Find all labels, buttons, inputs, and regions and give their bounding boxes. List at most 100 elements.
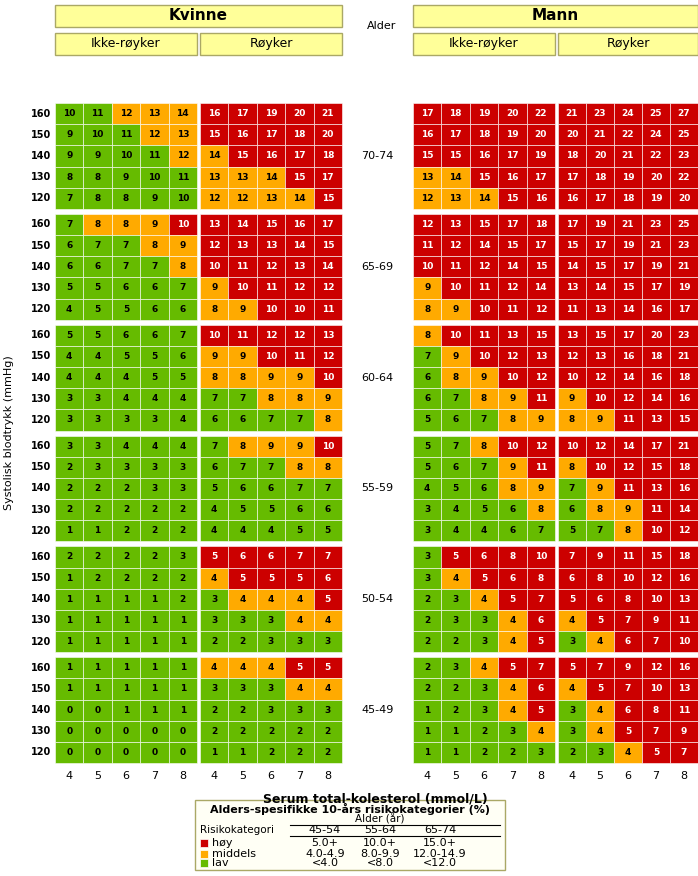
Text: 6: 6 [625, 771, 632, 781]
Bar [614, 166, 642, 187]
Text: 5: 5 [211, 484, 217, 493]
Bar [470, 742, 498, 763]
Bar [614, 610, 642, 631]
Bar [470, 477, 498, 499]
Text: 1: 1 [123, 595, 129, 604]
Bar [83, 499, 112, 520]
Text: 16: 16 [506, 173, 519, 181]
Bar [200, 278, 228, 299]
Text: 8: 8 [239, 373, 246, 382]
Text: 9: 9 [211, 352, 217, 361]
Text: 7: 7 [296, 415, 303, 424]
Text: 0: 0 [94, 705, 101, 715]
Text: 5: 5 [325, 526, 331, 535]
Text: 13: 13 [322, 331, 334, 340]
Text: 7: 7 [653, 727, 659, 736]
Text: 13: 13 [421, 173, 433, 181]
Bar [169, 346, 197, 367]
Bar [558, 547, 586, 568]
Text: 130: 130 [31, 505, 51, 514]
Text: 16: 16 [477, 152, 490, 160]
Bar [642, 568, 670, 589]
Text: 3: 3 [424, 574, 431, 583]
Text: 8: 8 [211, 373, 217, 382]
Bar [670, 678, 698, 700]
Text: 5: 5 [66, 284, 73, 293]
Text: 12: 12 [622, 394, 634, 403]
Text: 12: 12 [322, 284, 334, 293]
Bar [285, 214, 313, 235]
Text: 9: 9 [296, 373, 303, 382]
Text: 2: 2 [151, 553, 158, 562]
Text: 12: 12 [322, 352, 334, 361]
Text: 8: 8 [569, 463, 575, 472]
Text: 8: 8 [537, 771, 544, 781]
Bar [313, 520, 342, 541]
Bar [642, 278, 670, 299]
Bar [83, 367, 112, 388]
Text: 150: 150 [31, 684, 51, 694]
Bar [228, 166, 257, 187]
Bar [169, 124, 197, 145]
Text: 5: 5 [94, 305, 101, 314]
Bar [228, 346, 257, 367]
Bar [313, 547, 342, 568]
Bar [169, 700, 197, 721]
Bar [670, 278, 698, 299]
Bar [586, 325, 614, 346]
Text: 21: 21 [678, 442, 690, 450]
Bar [413, 124, 441, 145]
Bar [470, 256, 498, 278]
Text: 2: 2 [268, 727, 274, 736]
Bar [112, 124, 140, 145]
Bar [498, 742, 526, 763]
Text: 19: 19 [622, 173, 634, 181]
Bar [83, 346, 112, 367]
Bar [112, 409, 140, 430]
Text: 19: 19 [678, 284, 690, 293]
Text: 12: 12 [120, 110, 132, 118]
Text: 11: 11 [678, 616, 690, 625]
Text: 2: 2 [452, 637, 459, 646]
Text: 5: 5 [597, 771, 604, 781]
Bar [200, 388, 228, 409]
Text: <4.0: <4.0 [311, 858, 339, 868]
Text: 5: 5 [66, 331, 73, 340]
Text: 5: 5 [452, 553, 459, 562]
Bar [670, 610, 698, 631]
Bar [586, 187, 614, 208]
Bar [83, 214, 112, 235]
Bar [55, 388, 83, 409]
Text: 3: 3 [123, 415, 129, 424]
Text: 2: 2 [94, 484, 101, 493]
Text: 21: 21 [594, 131, 607, 139]
Bar [470, 610, 498, 631]
Text: 10: 10 [650, 595, 662, 604]
Text: 9: 9 [179, 241, 186, 250]
Bar [285, 435, 313, 456]
Text: 9: 9 [325, 394, 331, 403]
Text: 14: 14 [506, 262, 519, 272]
Bar [498, 435, 526, 456]
Text: 7: 7 [211, 394, 217, 403]
Text: 2: 2 [296, 748, 302, 757]
Text: 15: 15 [535, 262, 547, 272]
Bar [614, 388, 642, 409]
Bar [526, 145, 555, 166]
Bar [526, 477, 555, 499]
Text: 7: 7 [625, 616, 631, 625]
Bar [614, 367, 642, 388]
Bar [285, 520, 313, 541]
Bar [228, 124, 257, 145]
Text: 17: 17 [565, 173, 579, 181]
Text: 0: 0 [180, 748, 186, 757]
Text: 4: 4 [510, 616, 516, 625]
Text: 3: 3 [569, 705, 575, 715]
Text: 7: 7 [452, 394, 459, 403]
Text: 15: 15 [594, 331, 607, 340]
Text: 9: 9 [597, 484, 603, 493]
Bar [413, 367, 441, 388]
Bar [285, 589, 313, 610]
Text: 14: 14 [594, 284, 607, 293]
Bar [413, 520, 441, 541]
